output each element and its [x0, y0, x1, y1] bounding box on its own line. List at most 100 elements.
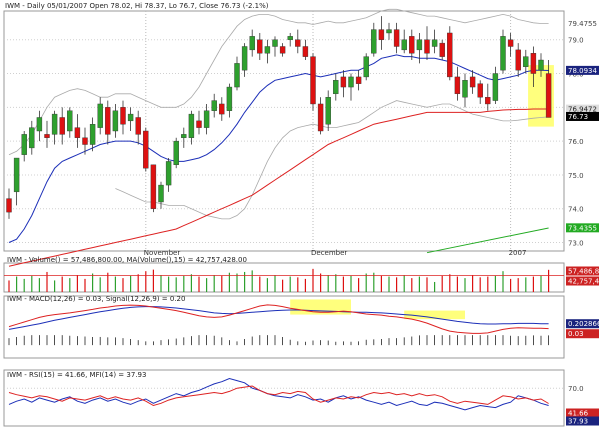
candle-body [196, 120, 202, 128]
mfi-value-label: 37.93 [568, 418, 588, 426]
volume-ma-value-label-bg [566, 276, 599, 286]
candle-body [454, 76, 461, 95]
x-axis-labels: November December 2007 [144, 249, 527, 257]
volume-panel-label: IWM - Volume() = 57,486,800.00, MA(Volum… [7, 256, 247, 264]
candle-body [150, 164, 157, 209]
candle-body [241, 46, 248, 71]
price-tick-label: 76.0 [568, 138, 584, 146]
price-value-label: 78.0934 [568, 67, 597, 75]
bollinger-lower-line [115, 100, 549, 220]
candle-body [44, 134, 50, 138]
candle-body [386, 29, 392, 34]
candle-body [143, 130, 149, 169]
macd-highlight-box [404, 310, 465, 320]
candle-body [439, 42, 445, 57]
rsi-value-label: 41.66 [568, 410, 589, 418]
price-value-label-bg [566, 111, 599, 121]
price-tick-label: 79.0 [568, 37, 584, 45]
candle-body [424, 39, 430, 54]
candle-body [500, 36, 506, 71]
macd-right-labels: 0.202866 0.03 [566, 319, 600, 339]
candle-body [378, 29, 385, 40]
volume-ma-value-label: 42,757,428 [568, 278, 600, 286]
candle-body [431, 39, 438, 47]
price-value-label: 76.9472 [568, 106, 597, 114]
candle-body [469, 76, 476, 88]
candle-body [74, 127, 81, 138]
candle-body [317, 103, 324, 132]
rsi-panel-frame [3, 369, 565, 427]
price-tick-label: 73.0 [568, 240, 584, 248]
candle-body [135, 117, 141, 135]
rsi-line [8, 385, 549, 407]
candle-body [13, 157, 20, 193]
price-panel-frame [3, 10, 565, 252]
volume-value-label-bg [566, 266, 599, 276]
x-axis-label: 2007 [509, 249, 527, 257]
price-tick-label: 75.0 [568, 172, 584, 180]
candle-body [203, 110, 210, 128]
candle-body [530, 53, 537, 74]
candle-body [158, 184, 164, 203]
candle-body [371, 29, 377, 54]
macd-value-label-bg [566, 329, 599, 339]
candle-body [51, 113, 58, 135]
candle-body [29, 127, 35, 149]
rsi-value-label-bg [566, 408, 599, 418]
candle-body [492, 73, 499, 101]
candle-body [272, 39, 278, 47]
macd-signal-line [8, 306, 549, 330]
candle-body [173, 140, 179, 166]
candles [6, 16, 552, 219]
price-tick-label: 74.0 [568, 206, 584, 214]
candle-body [226, 86, 233, 111]
candle-body [181, 134, 187, 138]
price-value-label-bg [566, 223, 599, 233]
candle-body [310, 56, 316, 105]
macd-panel-frame [3, 295, 565, 359]
volume-bars [4, 268, 564, 292]
candle-body [348, 76, 354, 88]
candle-body [234, 63, 240, 88]
candle-body [97, 103, 103, 128]
sma20-line [8, 54, 549, 243]
candle-body [188, 113, 195, 138]
candle-body [295, 39, 301, 47]
price-value-label: 73.4355 [568, 224, 597, 232]
candle-body [401, 39, 407, 51]
candle-body [82, 137, 88, 145]
x-axis-label: December [311, 249, 347, 257]
price-value-label-bg [566, 65, 599, 75]
candle-body [355, 76, 362, 84]
macd-panel-label: IWM - MACD(12,26) = 0.03, Signal(12,26,9… [7, 295, 185, 303]
volume-panel-frame [3, 262, 565, 293]
sma50-line [8, 108, 549, 267]
rsi-panel-label: IWM - RSI(15) = 41.66, MFI(14) = 37.93 [7, 371, 146, 379]
candle-body [485, 96, 491, 105]
candle-body [340, 76, 347, 88]
green-trend-line [426, 227, 549, 254]
candle-body [249, 36, 255, 51]
candle-body [416, 39, 423, 51]
volume-right-labels: 57,486,800 42,757,428 [566, 266, 600, 286]
candle-body [279, 46, 286, 54]
price-grid [4, 11, 564, 251]
chart-header: IWM - Daily 05/01/2007 Open 78.02, Hi 78… [5, 2, 269, 10]
candle-body [462, 80, 468, 98]
x-axis-label: November [144, 249, 181, 257]
candle-body [36, 117, 43, 132]
candle-body [302, 46, 309, 57]
candle-body [545, 73, 552, 118]
candle-body [507, 39, 514, 47]
candle-body [287, 36, 293, 40]
candle-body [447, 32, 453, 78]
candle-body [363, 56, 369, 78]
rsi-tick-label: 70.0 [568, 385, 584, 393]
price-value-label: 79.4755 [568, 20, 597, 28]
candle-body [333, 80, 339, 95]
candle-body [21, 134, 27, 155]
